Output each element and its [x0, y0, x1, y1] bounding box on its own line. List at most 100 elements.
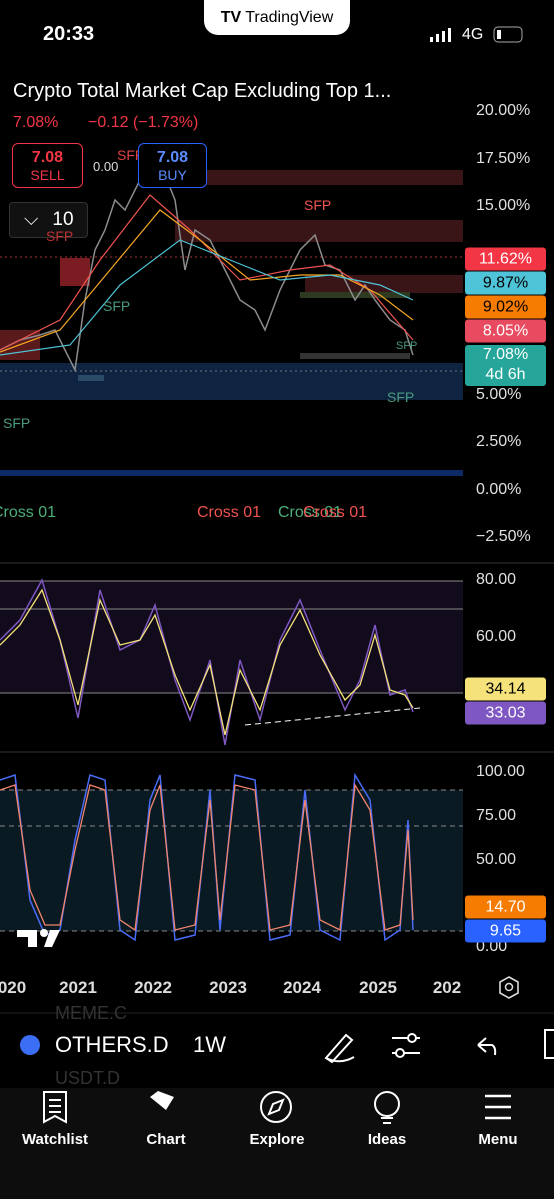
stoch-d	[0, 782, 414, 932]
app-pill[interactable]: TV TradingView	[204, 0, 350, 35]
zone	[78, 375, 104, 381]
symbol-above: MEME.C	[55, 1003, 127, 1023]
stoch-badge: 9.65	[465, 919, 546, 943]
time-axis-label: 202	[432, 978, 462, 997]
symbol-below: USDT.D	[55, 1068, 121, 1088]
price-axis-label: 20.00%	[476, 102, 531, 119]
menu-icon	[485, 1094, 511, 1120]
price-badge: 8.05%	[465, 319, 546, 343]
stoch-axis-label: 100.00	[476, 763, 525, 780]
explore-needle	[267, 1098, 285, 1116]
settings-icon[interactable]	[499, 976, 519, 999]
network: 4G	[462, 26, 484, 43]
time-axis-label: 2021	[59, 978, 97, 997]
symbol-icon	[20, 1035, 40, 1055]
rsi-axis-label: 80.00	[476, 571, 517, 588]
last-badge-countdown: 4d 6h	[485, 366, 526, 383]
battery-icon	[493, 26, 523, 43]
tab[interactable]: Explore	[222, 1090, 332, 1160]
battery-level	[497, 30, 501, 39]
explore-icon	[260, 1091, 292, 1123]
price-axis-label: −2.50%	[476, 528, 531, 545]
rsi-badge: 33.03	[465, 701, 546, 725]
sfp-label: SFP	[46, 228, 74, 244]
tab-bar	[0, 1088, 554, 1199]
price-axis-label: 2.50%	[476, 433, 522, 450]
zone	[170, 170, 463, 185]
rsi-ma	[0, 588, 414, 736]
tv-logo	[17, 929, 60, 947]
sell-button[interactable]: 7.08 SELL	[12, 143, 83, 188]
zone	[0, 363, 463, 400]
level-label: 0.00	[93, 159, 119, 174]
stoch-k	[0, 772, 414, 942]
time-axis-label: 2023	[209, 978, 247, 997]
interval-toggle[interactable]: ⌵ 10	[9, 202, 88, 238]
watchlist-icon	[43, 1091, 67, 1124]
cross-label: Cross 01	[303, 504, 368, 521]
buy-label: BUY	[158, 167, 187, 183]
sfp-label: SFP	[304, 197, 332, 213]
draw-icon[interactable]	[324, 1033, 355, 1064]
tab[interactable]: Ideas	[332, 1090, 442, 1160]
cross-label: Cross 01	[278, 504, 343, 521]
chevron: ⌵	[24, 209, 39, 230]
signal-icon	[430, 28, 451, 42]
tab-label: Explore	[249, 1131, 305, 1148]
stoch-axis-label: 75.00	[476, 807, 517, 824]
tab[interactable]: Menu	[443, 1090, 553, 1160]
tab-label: Watchlist	[21, 1131, 89, 1148]
tab[interactable]: Chart	[111, 1090, 221, 1160]
price-axis-label: 0.00%	[476, 481, 522, 498]
chart-icon	[150, 1091, 174, 1110]
price-badge: 11.62%	[465, 247, 546, 271]
symbol[interactable]: OTHERS.D	[55, 1032, 169, 1057]
app-name: TradingView	[245, 9, 334, 26]
tab-label: Menu	[478, 1131, 518, 1148]
toggle-value: 10	[52, 209, 74, 230]
price-change: −0.12 (−1.73%)	[88, 114, 199, 131]
zone	[0, 470, 463, 476]
sfp-label: SFP	[117, 147, 145, 163]
clock: 20:33	[43, 23, 95, 45]
indicators-icon[interactable]	[392, 1033, 420, 1058]
price-badge: 9.87%	[465, 271, 546, 295]
sfp-label: SFP	[103, 298, 131, 314]
rsi-axis-label: 60.00	[476, 628, 517, 645]
fullscreen-icon[interactable]	[544, 1029, 554, 1059]
zone	[300, 292, 410, 298]
buy-button[interactable]: 7.08 BUY	[138, 143, 207, 188]
price-axis-label: 5.00%	[476, 386, 522, 403]
zone	[60, 258, 90, 286]
undo-icon[interactable]	[477, 1037, 497, 1056]
ema-line	[0, 209, 414, 353]
cross-label: Cross 01	[197, 504, 262, 521]
ema-line	[0, 239, 414, 356]
price-axis-label: 15.00%	[476, 197, 531, 214]
sfp-label: SFP	[3, 415, 31, 431]
ideas-icon-base	[381, 1117, 393, 1124]
ema-line	[0, 194, 414, 351]
sfp-label: SFP	[387, 389, 415, 405]
trend-line	[244, 707, 421, 726]
interval[interactable]: 1W	[193, 1032, 226, 1057]
tab[interactable]: Watchlist	[0, 1090, 110, 1160]
last-badge-price: 7.08%	[482, 346, 529, 363]
stoch-badge: 14.70	[465, 895, 546, 919]
price-axis-label: 17.50%	[476, 150, 531, 167]
tab-label: Ideas	[367, 1131, 407, 1148]
settings-icon-dot	[504, 982, 514, 992]
zone	[175, 220, 463, 242]
buy-price: 7.08	[156, 149, 189, 166]
time-axis-label: 2022	[134, 978, 172, 997]
last-price-badge: 7.08% 4d 6h	[465, 345, 546, 386]
chart-title: Crypto Total Market Cap Excluding Top 1.…	[13, 80, 392, 102]
price-badge: 9.02%	[465, 295, 546, 319]
ideas-icon	[374, 1091, 400, 1117]
sell-label: SELL	[30, 167, 65, 183]
cross-label: Cross 01	[0, 504, 57, 521]
sell-price: 7.08	[31, 149, 64, 166]
time-axis-label: 020	[0, 978, 27, 997]
